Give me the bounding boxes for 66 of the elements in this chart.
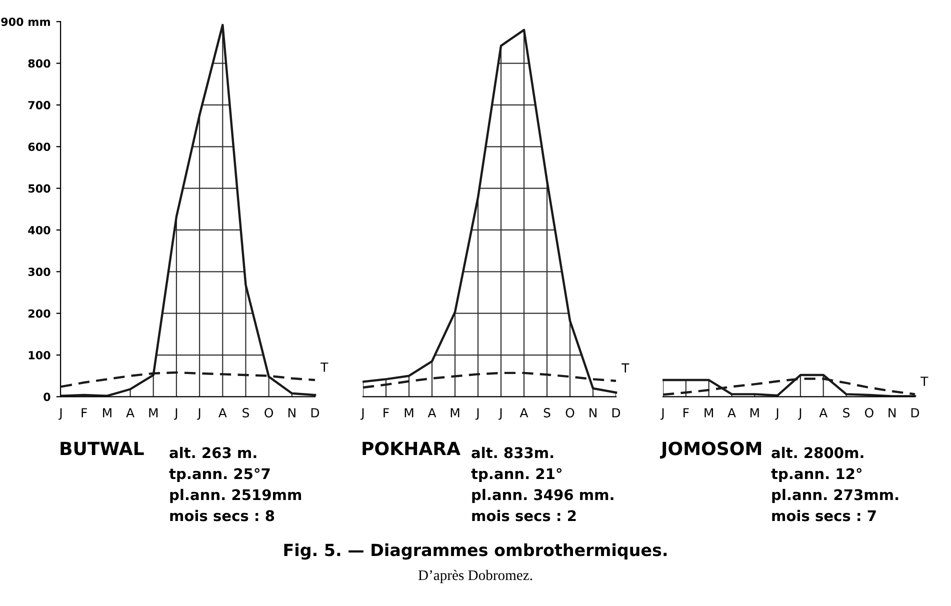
y-tick-label: 600 [28,142,50,152]
x-tick-label: J [798,408,802,420]
x-tick-label: J [476,408,479,420]
x-tick-label: N [888,408,896,418]
text: alt. 263 m. [170,446,256,458]
x-tick-label: O [566,408,574,418]
x-tick-label: N [590,408,596,418]
x-tick-label: D [612,408,620,418]
x-tick-label: M [450,408,460,418]
x-tick-label: D [911,408,920,418]
x-tick-label: S [843,408,850,418]
text: BUTWAL [60,442,144,456]
x-tick-label: S [544,408,550,418]
x-tick-label: F [384,408,389,418]
x-tick-label: J [775,408,778,420]
text: tp.ann. 12° [771,468,862,482]
x-tick-label: M [704,408,713,418]
text: POKHARA [362,442,460,456]
x-tick-label: S [242,408,249,418]
x-tick-label: A [520,408,528,418]
x-tick-label: J [174,408,178,420]
x-tick-label: M [103,408,112,418]
y-tick-label: 900 mm [1,18,50,26]
annotation: T [320,362,328,372]
annotation: T [920,376,928,386]
x-tick-label: A [428,408,436,418]
y-tick-label: 0 [44,392,50,402]
y-tick-label: 100 [28,350,50,360]
y-tick-label: 200 [28,309,50,318]
text: pl.ann. 3496 mm. [472,488,614,504]
x-tick-label: F [82,408,87,418]
text: pl.ann. 273mm. [772,488,898,504]
x-tick-label: J [360,408,364,420]
x-tick-label: J [498,408,502,420]
text: mois secs : 8 [170,510,274,522]
text: pl.ann. 2519mm [170,488,302,504]
y-tick-label: 500 [28,184,50,193]
text: mois secs : 7 [772,510,876,522]
x-tick-label: M [404,408,414,418]
text: tp.ann. 21° [471,468,562,482]
y-tick-label: 400 [28,226,50,234]
x-tick-label: D [311,408,320,418]
x-tick-label: J [660,408,664,420]
annotation: T [622,363,630,373]
text: JOMOSOM [660,442,762,459]
x-tick-label: J [197,408,200,420]
x-tick-label: A [819,408,828,418]
x-tick-label: A [218,408,227,418]
caption: Fig. 5. — Diagrammes ombrothermiques. [284,543,667,560]
y-tick-label: 300 [28,268,50,276]
x-tick-label: A [126,408,134,418]
x-tick-label: J [58,408,62,420]
x-tick-label: M [750,408,759,418]
text: alt. 2800m. [772,446,864,458]
x-tick-label: O [264,408,274,418]
text: tp.ann. 25°7 [169,468,270,482]
text: alt. 833m. [472,446,554,458]
y-tick-label: 700 [28,100,50,110]
text: mois secs : 2 [472,510,576,522]
x-tick-label: O [864,408,874,418]
y-tick-label: 800 [28,59,50,68]
text: D’après Dobromez. [418,570,532,584]
x-tick-label: N [288,408,296,418]
x-tick-label: F [684,408,689,418]
x-tick-label: A [728,408,736,418]
x-tick-label: M [149,408,158,418]
